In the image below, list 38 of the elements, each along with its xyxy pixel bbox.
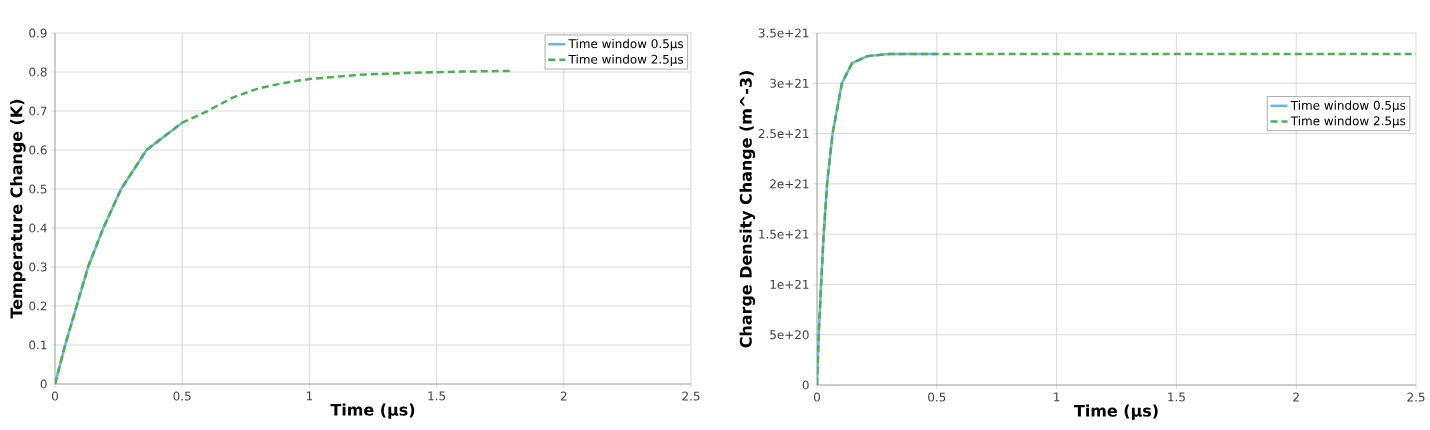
- y-axis-title: Charge Density Change (m^-3): [739, 71, 756, 348]
- y-tick-label: 0.5: [29, 184, 47, 194]
- y-tick-label: 0.7: [29, 106, 47, 116]
- x-tick-label: 2.5: [1407, 392, 1425, 402]
- y-tick-label: 3e+21: [770, 78, 809, 88]
- legend-label: Time window 2.5µs: [568, 54, 684, 67]
- y-tick-label: 2.5e+21: [758, 129, 809, 139]
- y-tick-label: 0.4: [29, 223, 47, 233]
- y-tick-label: 0.1: [29, 340, 47, 350]
- x-tick-label: 0: [51, 391, 59, 401]
- y-tick-label: 0.9: [29, 28, 47, 38]
- y-tick-label: 1.5e+21: [759, 229, 809, 239]
- legend-label: Time window 0.5µs: [1290, 100, 1406, 113]
- y-tick-label: 2e+21: [770, 179, 809, 189]
- y-tick-label: 3.5e+21: [758, 28, 809, 38]
- x-tick-label: 0.5: [173, 391, 191, 401]
- y-tick-label: 0: [802, 380, 809, 390]
- x-tick-label: 1.5: [428, 391, 446, 401]
- x-axis-title: Time (µs): [1074, 404, 1158, 420]
- x-tick-label: 2.5: [682, 391, 700, 401]
- x-tick-label: 0.5: [928, 392, 946, 402]
- y-tick-label: 0.6: [29, 145, 47, 155]
- y-tick-label: 0.2: [29, 301, 47, 311]
- x-tick-label: 0: [813, 392, 821, 402]
- legend-label: Time window 0.5µs: [568, 38, 684, 51]
- x-tick-label: 1: [306, 391, 313, 401]
- y-tick-label: 0.8: [29, 67, 47, 77]
- x-axis-title: Time (µs): [330, 403, 415, 419]
- x-tick-label: 1.5: [1168, 392, 1185, 402]
- legend-label: Time window 2.5µs: [1290, 116, 1406, 128]
- y-axis-title: Temperature Change (K): [10, 99, 26, 319]
- x-tick-label: 2: [1293, 392, 1299, 402]
- x-tick-label: 2: [560, 391, 567, 401]
- x-tick-label: 1: [1054, 392, 1060, 402]
- y-tick-label: 0: [40, 379, 47, 389]
- y-tick-label: 0.3: [29, 262, 47, 272]
- y-tick-label: 1e+21: [770, 279, 809, 289]
- y-tick-label: 5e+20: [770, 330, 809, 340]
